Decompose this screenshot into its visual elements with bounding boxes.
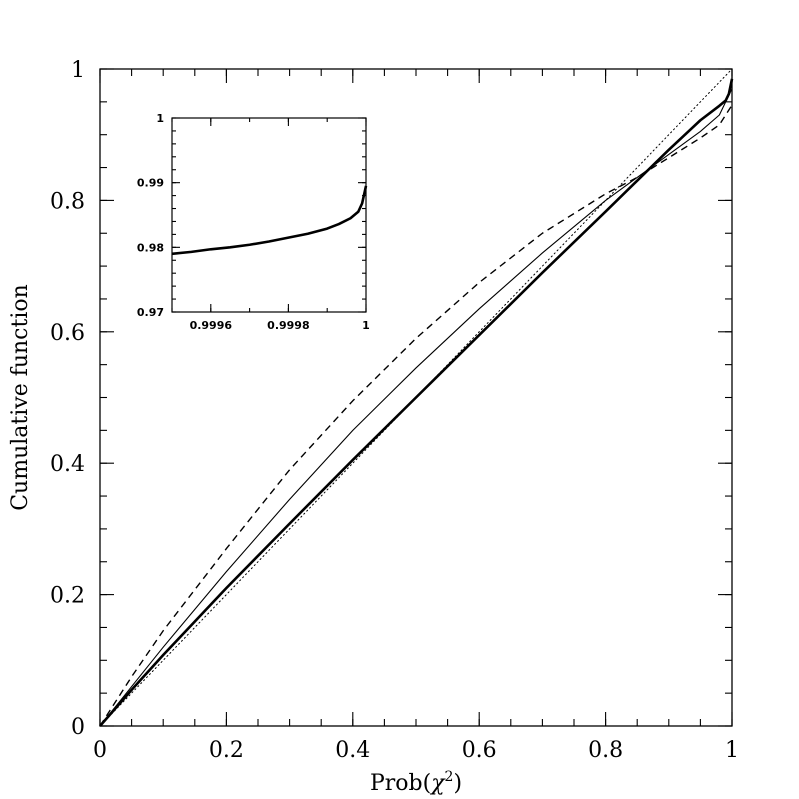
main-x-tick-label: 0.6 — [462, 738, 497, 763]
main-series-thick-solid-line — [99, 78, 734, 727]
inset-y-tick-label: 1 — [156, 112, 164, 125]
x-axis-title-superscript: 2 — [445, 769, 454, 785]
main-axis-ticks — [99, 68, 733, 727]
inset-plot-frame — [171, 117, 367, 313]
inset-axis-ticks — [171, 117, 367, 313]
main-y-tick-label: 0 — [71, 715, 85, 740]
inset-y-tick-label: 0.97 — [137, 306, 164, 319]
x-axis-title-close: ) — [453, 771, 462, 796]
main-x-tick-label: 1 — [725, 738, 739, 763]
inset-y-tick-label: 0.99 — [137, 177, 164, 190]
inset-x-tick-label: 0.9998 — [267, 319, 309, 332]
main-series-dotted-line — [99, 68, 733, 727]
main-y-tick-label: 0.6 — [50, 321, 85, 346]
main-y-tick-label: 0.2 — [50, 584, 85, 609]
inset-x-tick-label: 0.9996 — [190, 319, 233, 332]
main-plot: 0 0.2 0.4 0.6 0.8 1 0 0.2 0.4 0.6 0.8 1 Cumulative … — [8, 58, 739, 796]
inset-y-tick-label: 0.98 — [137, 241, 164, 254]
main-series-dashed-line — [99, 104, 733, 727]
inset-background — [172, 118, 366, 312]
inset-series-group — [171, 185, 368, 256]
main-y-tick-label: 0.8 — [50, 189, 85, 214]
inset-x-tick-label: 1 — [362, 319, 370, 332]
main-series-thin-solid-line — [99, 88, 733, 727]
main-x-tick-label: 0.2 — [209, 738, 244, 763]
x-axis-title-symbol: χ — [429, 771, 446, 796]
main-axis-tick-labels: 0 0.2 0.4 0.6 0.8 1 0 0.2 0.4 0.6 0.8 1 — [50, 58, 739, 763]
main-series-group — [99, 68, 734, 727]
main-x-tick-label: 0.8 — [588, 738, 623, 763]
main-x-tick-label: 0.4 — [335, 738, 370, 763]
x-axis-title: Prob(χ2) — [370, 769, 462, 796]
main-y-tick-label: 1 — [71, 58, 85, 83]
main-y-tick-label: 0.4 — [50, 452, 85, 477]
x-axis-title-base: Prob( — [370, 771, 431, 796]
inset-plot: 0.9996 0.9998 1 0.97 0.98 0.99 1 — [137, 112, 370, 332]
inset-series-thick-solid-line — [171, 185, 368, 256]
main-x-tick-label: 0 — [93, 738, 107, 763]
inset-axis-tick-labels: 0.9996 0.9998 1 0.97 0.98 0.99 1 — [137, 112, 370, 332]
y-axis-title: Cumulative function — [8, 284, 33, 511]
